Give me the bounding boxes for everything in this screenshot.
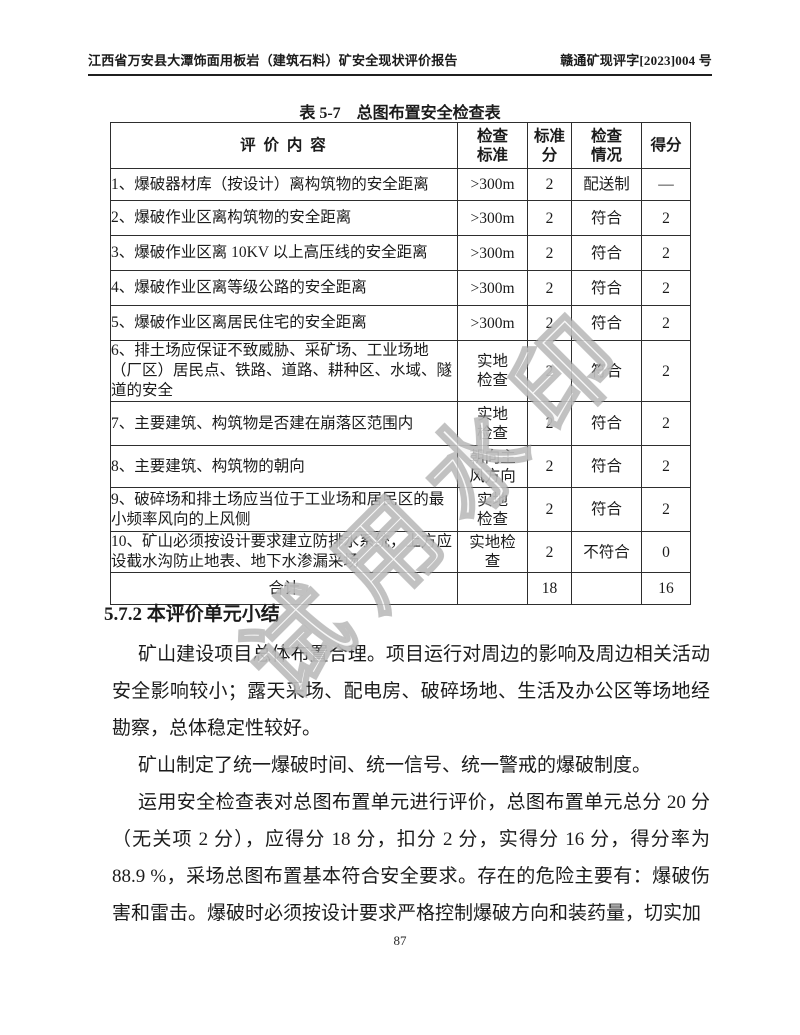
page-number: 87	[393, 933, 407, 948]
row-standard: 实地 检查	[457, 401, 528, 446]
table-total-row: 合计 18 16	[110, 572, 691, 605]
table-row: 10、矿山必须按设计要求建立防排水系统，上方应设截水沟防止地表、地下水渗漏采场 …	[110, 531, 691, 573]
table-row: 2、爆破作业区离构筑物的安全距离 >300m 2 符合 2	[110, 200, 691, 236]
section-body: 5.7.2 本评价单元小结 矿山建设项目总体布置合理。项目运行对周边的影响及周边…	[104, 600, 710, 932]
row-std-score: 2	[527, 401, 572, 446]
total-std-score: 18	[527, 572, 572, 605]
row-situation: 配送制	[571, 168, 642, 201]
row-content: 6、排土场应保证不致威胁、采矿场、工业场地（厂区）居民点、铁路、道路、耕种区、水…	[110, 340, 458, 402]
table-row: 7、主要建筑、构筑物是否建在崩落区范围内 实地 检查 2 符合 2	[110, 401, 691, 446]
header-report-title: 江西省万安县大潭饰面用板岩（建筑石料）矿安全现状评价报告	[88, 53, 458, 68]
row-score: 2	[641, 200, 691, 236]
col-header-standard: 检查 标准	[457, 122, 528, 169]
row-score: 2	[641, 340, 691, 402]
row-situation: 符合	[571, 401, 642, 446]
row-content: 5、爆破作业区离居民住宅的安全距离	[110, 305, 458, 341]
row-situation: 不符合	[571, 531, 642, 573]
row-content: 4、爆破作业区离等级公路的安全距离	[110, 270, 458, 306]
row-standard: 实地 检查	[457, 340, 528, 402]
row-standard: >300m	[457, 235, 528, 271]
row-standard: 实地 检查	[457, 487, 528, 532]
table-header-row: 评 价 内 容 检查 标准 标准 分 检查 情况 得分	[110, 122, 691, 169]
row-standard: >300m	[457, 168, 528, 201]
total-score: 16	[641, 572, 691, 605]
body-paragraph: 矿山建设项目总体布置合理。项目运行对周边的影响及周边相关活动安全影响较小；露天采…	[112, 644, 710, 739]
table-row: 5、爆破作业区离居民住宅的安全距离 >300m 2 符合 2	[110, 305, 691, 341]
row-std-score: 2	[527, 340, 572, 402]
body-paragraph: 矿山制定了统一爆破时间、统一信号、统一警戒的爆破制度。	[138, 755, 652, 776]
row-situation: 符合	[571, 340, 642, 402]
row-std-score: 2	[527, 487, 572, 532]
row-score: 2	[641, 487, 691, 532]
body-paragraph: 运用安全检查表对总图布置单元进行评价，总图布置单元总分 20 分（无关项 2 分…	[112, 792, 710, 924]
table-row: 6、排土场应保证不致威胁、采矿场、工业场地（厂区）居民点、铁路、道路、耕种区、水…	[110, 340, 691, 402]
row-content: 2、爆破作业区离构筑物的安全距离	[110, 200, 458, 236]
row-standard: 朝向主 风方向	[457, 445, 528, 488]
row-std-score: 2	[527, 531, 572, 573]
table-row: 1、爆破器材库（按设计）离构筑物的安全距离 >300m 2 配送制 —	[110, 168, 691, 201]
row-content: 7、主要建筑、构筑物是否建在崩落区范围内	[110, 401, 458, 446]
total-standard-empty	[457, 572, 528, 605]
table-title: 表 5-7 总图布置安全检查表	[299, 105, 501, 122]
total-label: 合计	[110, 572, 458, 605]
table-row: 3、爆破作业区离 10KV 以上高压线的安全距离 >300m 2 符合 2	[110, 235, 691, 271]
table-row: 8、主要建筑、构筑物的朝向 朝向主 风方向 2 符合 2	[110, 445, 691, 488]
row-std-score: 2	[527, 168, 572, 201]
row-std-score: 2	[527, 235, 572, 271]
row-situation: 符合	[571, 200, 642, 236]
row-situation: 符合	[571, 305, 642, 341]
row-standard: >300m	[457, 305, 528, 341]
row-score: 2	[641, 305, 691, 341]
row-score: 2	[641, 235, 691, 271]
row-std-score: 2	[527, 200, 572, 236]
row-standard: 实地检 查	[457, 531, 528, 573]
header-rule	[88, 74, 712, 76]
row-situation: 符合	[571, 235, 642, 271]
safety-checklist-table: 评 价 内 容 检查 标准 标准 分 检查 情况 得分 1、爆破器材库（按设计）…	[110, 122, 691, 605]
row-content: 10、矿山必须按设计要求建立防排水系统，上方应设截水沟防止地表、地下水渗漏采场	[110, 531, 458, 573]
total-situation-empty	[571, 572, 642, 605]
row-std-score: 2	[527, 445, 572, 488]
row-situation: 符合	[571, 487, 642, 532]
row-std-score: 2	[527, 270, 572, 306]
row-content: 1、爆破器材库（按设计）离构筑物的安全距离	[110, 168, 458, 201]
row-situation: 符合	[571, 445, 642, 488]
row-score: 2	[641, 270, 691, 306]
col-header-score: 得分	[641, 122, 691, 169]
table-row: 9、破碎场和排土场应当位于工业场和居民区的最小频率风向的上风侧 实地 检查 2 …	[110, 487, 691, 532]
row-score: 0	[641, 531, 691, 573]
row-content: 9、破碎场和排土场应当位于工业场和居民区的最小频率风向的上风侧	[110, 487, 458, 532]
row-score: 2	[641, 401, 691, 446]
section-heading: 5.7.2 本评价单元小结	[104, 604, 280, 625]
col-header-content: 评 价 内 容	[110, 122, 458, 169]
row-standard: >300m	[457, 200, 528, 236]
header-doc-number: 赣通矿现评字[2023]004 号	[560, 53, 712, 68]
row-content: 8、主要建筑、构筑物的朝向	[110, 445, 458, 488]
row-situation: 符合	[571, 270, 642, 306]
row-content: 3、爆破作业区离 10KV 以上高压线的安全距离	[110, 235, 458, 271]
row-score: —	[641, 168, 691, 201]
row-score: 2	[641, 445, 691, 488]
row-standard: >300m	[457, 270, 528, 306]
col-header-std-score: 标准 分	[527, 122, 572, 169]
table-row: 4、爆破作业区离等级公路的安全距离 >300m 2 符合 2	[110, 270, 691, 306]
row-std-score: 2	[527, 305, 572, 341]
running-header: 江西省万安县大潭饰面用板岩（建筑石料）矿安全现状评价报告 赣通矿现评字[2023…	[88, 50, 712, 69]
col-header-situation: 检查 情况	[571, 122, 642, 169]
